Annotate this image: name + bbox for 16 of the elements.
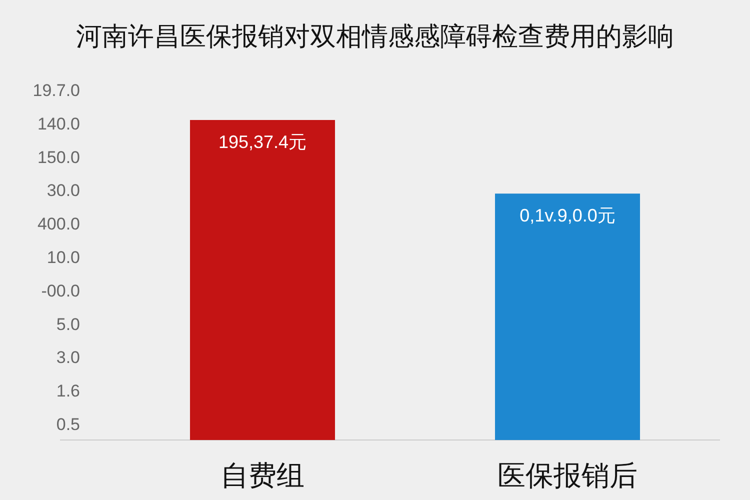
text: 19.7.0	[32, 81, 80, 100]
annotation: 30.0	[46, 181, 80, 200]
annotation: 0,1v.9,0.0元	[520, 206, 616, 226]
annotation: 0.5	[56, 415, 80, 434]
annotation: 10.0	[46, 248, 80, 267]
annotation: -00.0	[41, 281, 80, 300]
x-tick-label: 自费组	[220, 460, 304, 491]
annotation: 5.0	[56, 314, 80, 334]
annotation: 195,37.4元	[218, 132, 307, 152]
annotation: 140.0	[37, 114, 80, 134]
chart-title: 河南许昌医保报销对双相情感感障碍检查费用的影响	[76, 21, 674, 51]
x-tick-label: 医保报销后	[498, 460, 638, 491]
annotation: 400.0	[37, 214, 80, 234]
annotation: 1.6	[56, 382, 80, 401]
annotation: 3.0	[56, 348, 80, 368]
annotation: 150.0	[37, 148, 80, 167]
